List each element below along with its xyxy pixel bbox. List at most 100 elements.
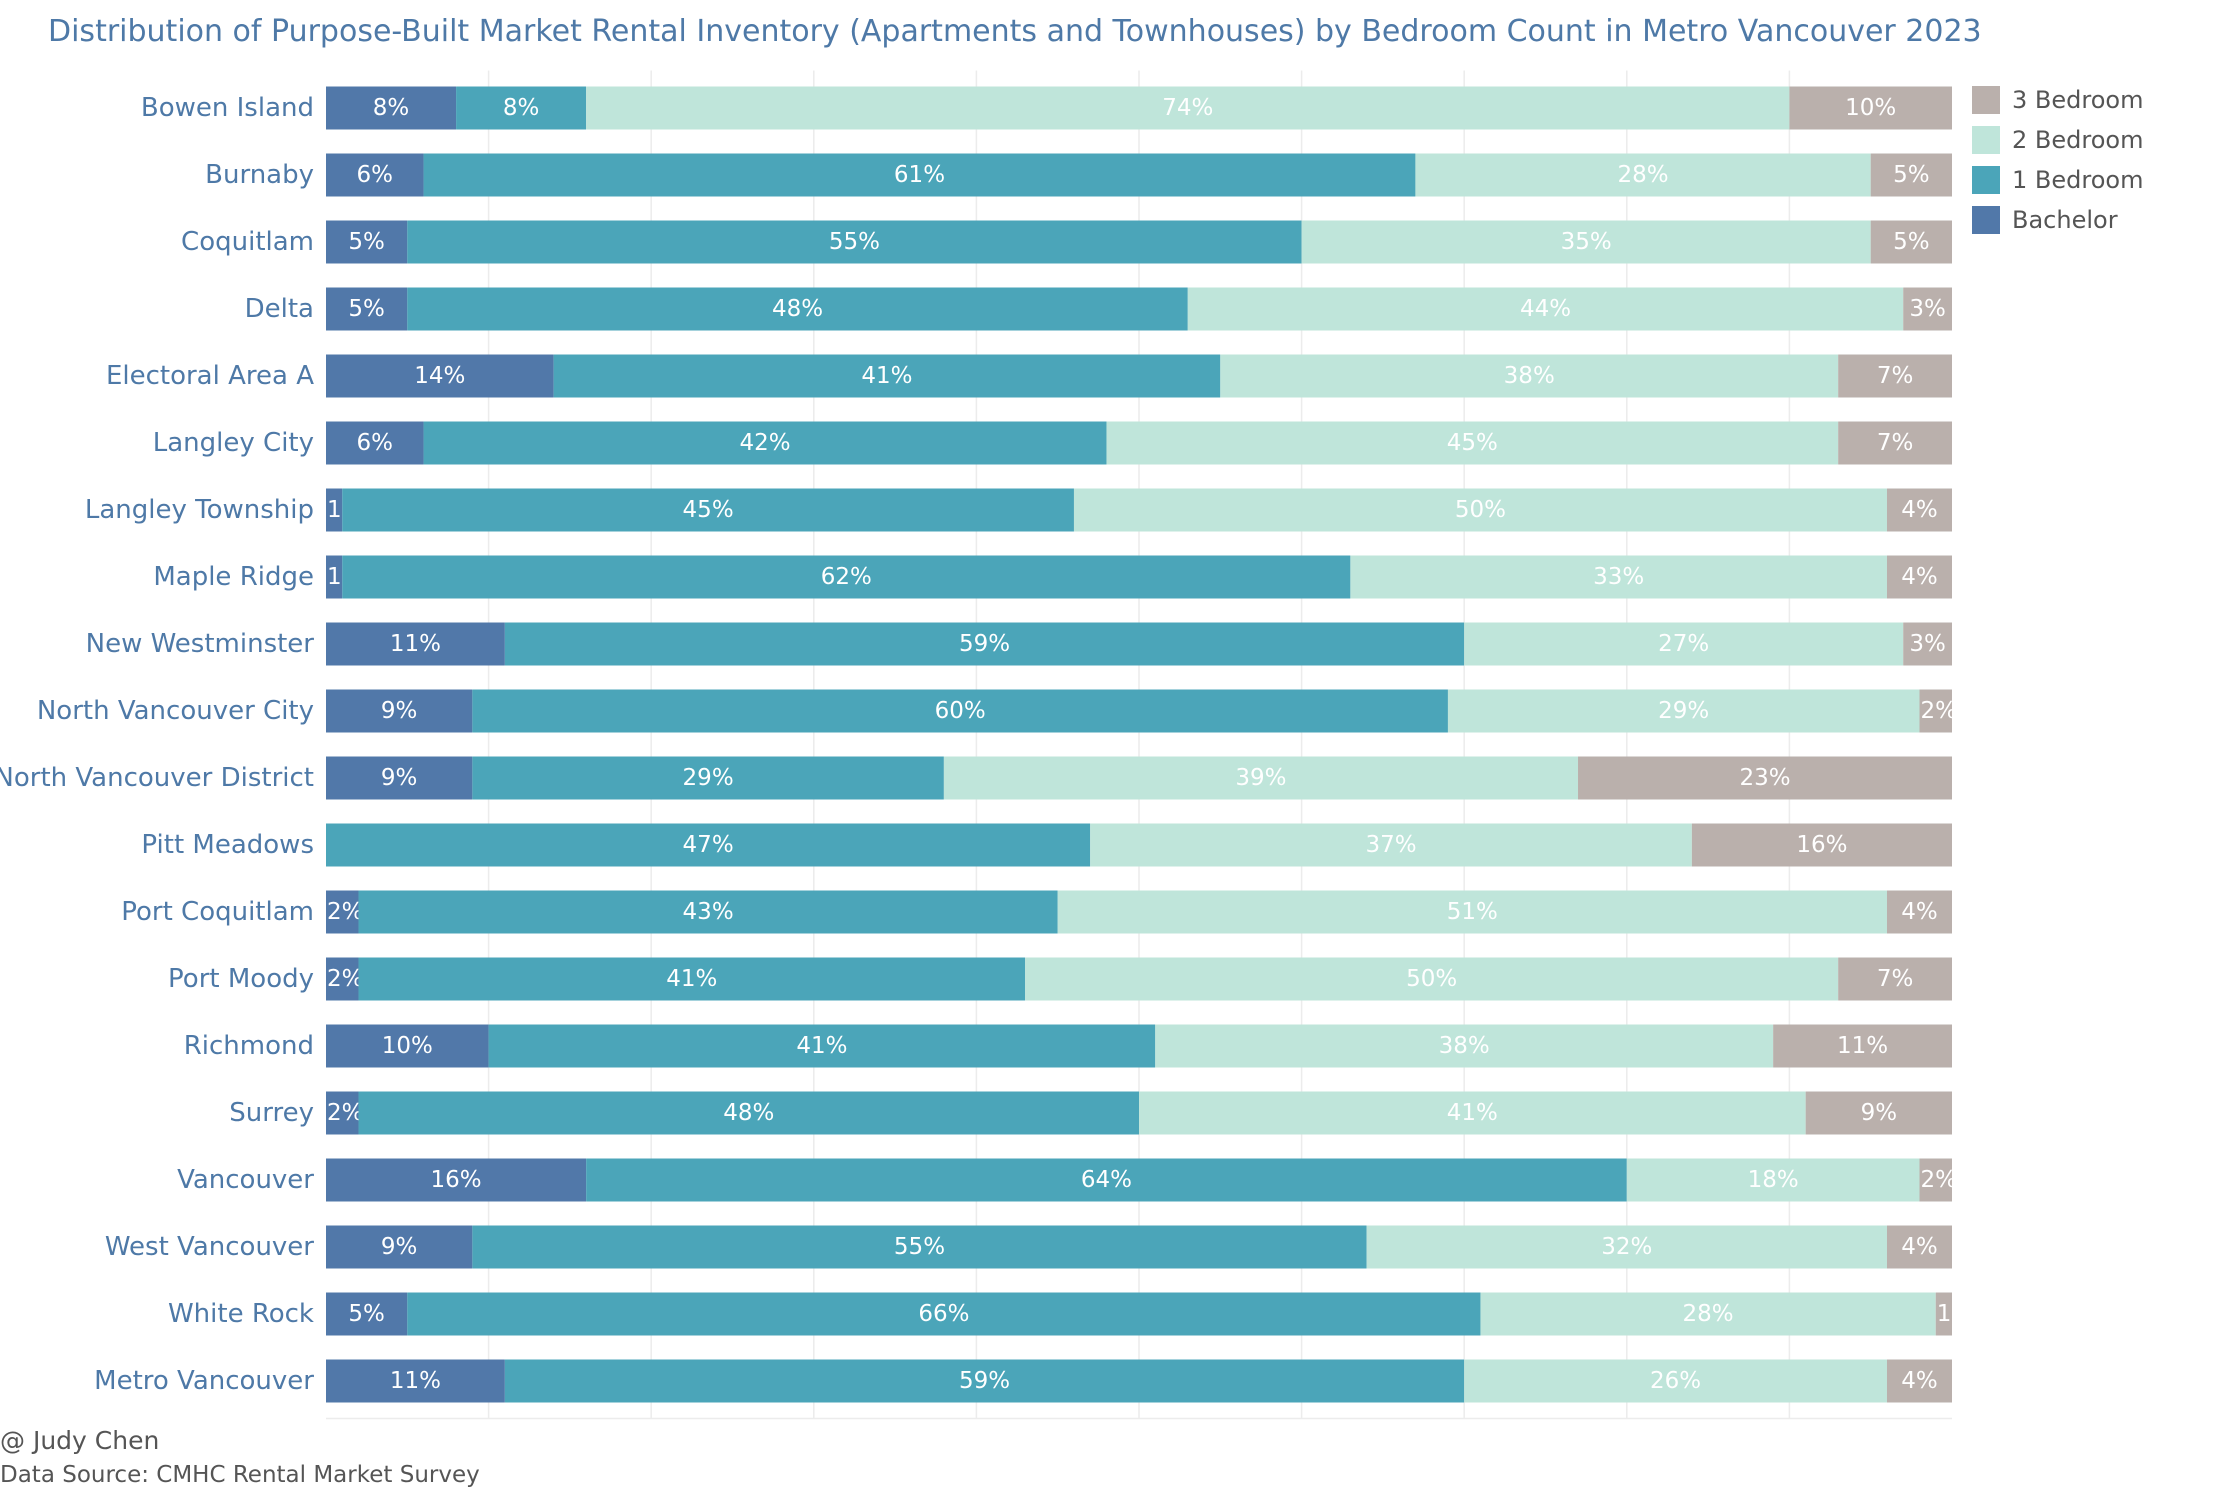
- legend-item: 3 Bedroom: [1972, 80, 2143, 120]
- bar-segment: [1773, 1024, 1952, 1068]
- bar-segment: [358, 890, 1058, 934]
- bar-segment: [326, 622, 505, 666]
- data-label: 2%: [327, 966, 364, 992]
- data-label: 3%: [1909, 631, 1946, 657]
- bar-segment: [472, 1225, 1367, 1269]
- bar-segment: [326, 153, 424, 197]
- bar-segment: [1903, 287, 1952, 331]
- bar-segment: [1919, 1158, 1952, 1202]
- bar-segment: [1447, 689, 1920, 733]
- category-label: Vancouver: [177, 1165, 314, 1195]
- data-label: 8%: [373, 95, 410, 121]
- bar-segment: [326, 555, 343, 599]
- bar-segment: [1805, 1091, 1952, 1135]
- data-label: 62%: [821, 564, 872, 590]
- category-label: New Westminster: [86, 629, 315, 659]
- bar-segment: [407, 287, 1188, 331]
- bar-segment: [326, 689, 473, 733]
- data-label: 8%: [503, 95, 540, 121]
- bar-segment: [326, 1292, 408, 1336]
- category-label: Pitt Meadows: [141, 830, 314, 860]
- data-label: 26%: [1650, 1368, 1701, 1394]
- bar-segment: [456, 86, 587, 130]
- data-label: 5%: [348, 1301, 385, 1327]
- data-label: 6%: [357, 162, 394, 188]
- data-label: 4%: [1901, 1368, 1938, 1394]
- data-label: 43%: [683, 899, 734, 925]
- data-label: 9%: [381, 765, 418, 791]
- data-label: 50%: [1406, 966, 1457, 992]
- data-label: 45%: [683, 497, 734, 523]
- data-label: 16%: [431, 1167, 482, 1193]
- category-label: Burnaby: [205, 160, 314, 190]
- bar-segment: [586, 1158, 1627, 1202]
- data-label: 28%: [1683, 1301, 1734, 1327]
- data-label: 7%: [1877, 363, 1914, 389]
- data-label: 38%: [1439, 1033, 1490, 1059]
- data-label: 41%: [861, 363, 912, 389]
- bar-segment: [1886, 1225, 1952, 1269]
- legend-item: 2 Bedroom: [1972, 120, 2143, 160]
- data-label: 45%: [1447, 430, 1498, 456]
- data-label: 74%: [1162, 95, 1213, 121]
- bar-segment: [1886, 1359, 1952, 1403]
- bar-segment: [1789, 86, 1952, 130]
- bar-segment: [1886, 488, 1952, 532]
- bar-segment: [326, 1225, 473, 1269]
- bar-layer: 8% 8% 74% 10% 6% 61% 28% 5% 5% 55% 35% 5% 5% 48% 44% 3%…: [326, 86, 1973, 1403]
- gridlines: [326, 70, 1952, 1420]
- data-label: 5%: [348, 229, 385, 255]
- data-label: 64%: [1081, 1167, 1132, 1193]
- bar-segment: [1106, 421, 1839, 465]
- bar-segment: [488, 1024, 1156, 1068]
- bar-segment: [586, 86, 1790, 130]
- bar-segment: [1919, 689, 1952, 733]
- bar-segment: [326, 86, 457, 130]
- data-label: 23%: [1739, 765, 1790, 791]
- bar-segment: [326, 756, 473, 800]
- data-label: 32%: [1601, 1234, 1652, 1260]
- data-label: 3%: [1909, 296, 1946, 322]
- bar-segment: [326, 957, 359, 1001]
- legend-item: 1 Bedroom: [1972, 160, 2143, 200]
- data-label: 4%: [1901, 1234, 1938, 1260]
- bar-segment: [342, 555, 1351, 599]
- legend-label: 2 Bedroom: [2012, 126, 2144, 154]
- bar-segment: [423, 421, 1107, 465]
- data-label: 5%: [1893, 229, 1930, 255]
- bar-segment: [358, 1091, 1139, 1135]
- author-credit: @ Judy Chen: [0, 1426, 160, 1455]
- data-label: 6%: [357, 430, 394, 456]
- data-label: 7%: [1877, 430, 1914, 456]
- data-label: 2%: [1920, 1167, 1957, 1193]
- category-label: Delta: [245, 294, 314, 324]
- legend-swatch: [1972, 86, 2000, 114]
- bar-segment: [1903, 622, 1952, 666]
- data-label: 55%: [894, 1234, 945, 1260]
- bar-segment: [1464, 622, 1904, 666]
- bar-segment: [1350, 555, 1887, 599]
- data-label: 29%: [1658, 698, 1709, 724]
- bar-segment: [326, 287, 408, 331]
- legend-swatch: [1972, 206, 2000, 234]
- bar-segment: [407, 1292, 1481, 1336]
- category-label: Metro Vancouver: [94, 1366, 314, 1396]
- bar-segment: [504, 1359, 1465, 1403]
- data-label: 41%: [796, 1033, 847, 1059]
- bar-segment: [326, 220, 408, 264]
- data-label: 35%: [1561, 229, 1612, 255]
- category-label: North Vancouver City: [37, 696, 314, 726]
- bar-segment: [423, 153, 1416, 197]
- data-label: 11%: [390, 1368, 441, 1394]
- data-label: 2%: [1920, 698, 1957, 724]
- bar-segment: [1187, 287, 1904, 331]
- stacked-bar-chart: 8% 8% 74% 10% 6% 61% 28% 5% 5% 55% 35% 5% 5% 48% 44% 3%…: [0, 70, 1973, 1420]
- legend-label: Bachelor: [2012, 206, 2118, 234]
- data-label: 4%: [1901, 497, 1938, 523]
- bar-segment: [1139, 1091, 1806, 1135]
- data-label: 5%: [348, 296, 385, 322]
- bar-segment: [943, 756, 1579, 800]
- bar-segment: [326, 1359, 505, 1403]
- bar-segment: [326, 421, 424, 465]
- category-label: West Vancouver: [105, 1232, 314, 1262]
